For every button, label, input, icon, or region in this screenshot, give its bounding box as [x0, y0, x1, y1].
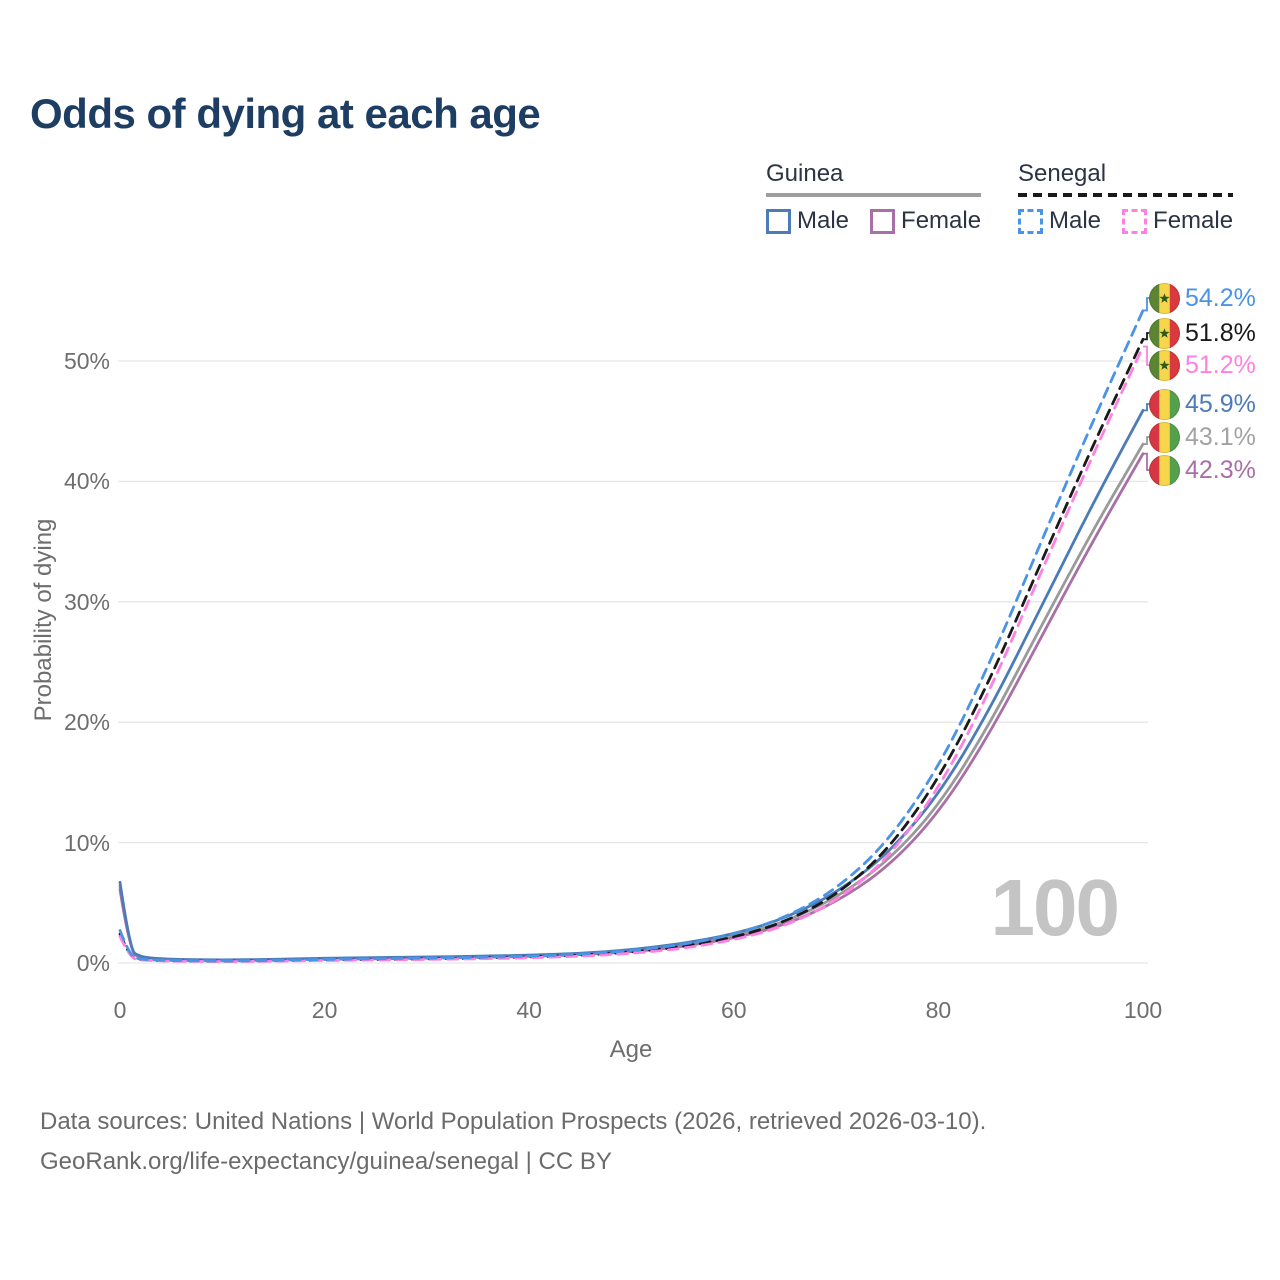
- page-title: Odds of dying at each age: [30, 90, 541, 137]
- legend-item-senegal-female[interactable]: Female: [1122, 207, 1233, 235]
- legend-label: Male: [1049, 207, 1102, 234]
- x-tick: 20: [311, 997, 338, 1023]
- y-tick: 50%: [63, 348, 110, 374]
- age-watermark: 100: [990, 863, 1120, 952]
- end-label-senegal-female: 51.2%: [1149, 350, 1256, 381]
- senegal-flag-icon: [1149, 350, 1180, 381]
- x-tick: 60: [721, 997, 747, 1023]
- end-label-connector: [1143, 452, 1151, 471]
- legend-item-guinea-male[interactable]: Male: [766, 207, 849, 235]
- guinea-flag-icon: [1149, 422, 1180, 453]
- x-tick: 40: [516, 997, 542, 1023]
- end-value: 54.2%: [1185, 284, 1256, 312]
- guinea-flag-icon: [1149, 455, 1180, 486]
- end-label-senegal-male: 54.2%: [1149, 283, 1256, 314]
- senegal-line-style-sample: [1018, 193, 1234, 197]
- senegal-flag-icon: [1149, 283, 1180, 314]
- end-label-connector: [1143, 345, 1151, 366]
- end-label-connector: [1143, 332, 1151, 341]
- end-label-connector: [1143, 297, 1151, 312]
- end-value: 51.2%: [1185, 351, 1256, 379]
- guinea-female-swatch-icon: [870, 208, 896, 234]
- end-label-connector: [1143, 436, 1151, 445]
- y-axis-title: Probability of dying: [30, 518, 57, 722]
- series-line-senegal-male[interactable]: [118, 309, 1145, 963]
- legend-country-guinea[interactable]: Guinea: [766, 160, 844, 187]
- x-tick: 80: [925, 997, 952, 1023]
- x-axis-title: Age: [609, 1036, 653, 1063]
- y-tick: 0%: [76, 950, 110, 976]
- footer-data-sources: Data sources: United Nations | World Pop…: [40, 1108, 987, 1135]
- senegal-female-swatch-icon: [1122, 208, 1148, 234]
- legend-item-senegal-male[interactable]: Male: [1018, 207, 1101, 235]
- guinea-line-style-sample: [766, 193, 982, 197]
- end-label-senegal-both: 51.8%: [1149, 318, 1256, 349]
- legend-group-guinea: Guinea Male Female: [766, 160, 982, 235]
- senegal-male-swatch-icon: [1018, 208, 1043, 234]
- end-label-guinea-male: 45.9%: [1149, 389, 1256, 420]
- footer-attribution: Data sources: United Nations | World Pop…: [40, 1102, 986, 1182]
- legend-item-guinea-female[interactable]: Female: [870, 207, 981, 235]
- guinea-flag-icon: [1149, 389, 1180, 420]
- footer-url-license[interactable]: GeoRank.org/life-expectancy/guinea/seneg…: [40, 1148, 612, 1175]
- y-tick: 30%: [63, 588, 110, 615]
- end-value: 45.9%: [1185, 390, 1256, 418]
- legend-group-senegal: Senegal Male Female: [1018, 160, 1234, 235]
- end-value: 51.8%: [1185, 319, 1256, 347]
- x-tick: 0: [113, 997, 127, 1023]
- y-tick: 20%: [63, 709, 110, 736]
- legend-label: Female: [1153, 207, 1234, 234]
- y-tick: 10%: [63, 829, 110, 856]
- end-value: 43.1%: [1185, 423, 1256, 451]
- legend-label: Male: [797, 207, 850, 234]
- end-label-guinea-both: 43.1%: [1149, 422, 1256, 453]
- senegal-flag-icon: [1149, 318, 1180, 349]
- end-label-guinea-female: 42.3%: [1149, 455, 1256, 486]
- legend-label: Female: [901, 207, 982, 234]
- end-label-connector: [1143, 403, 1151, 412]
- legend-country-senegal[interactable]: Senegal: [1018, 160, 1107, 187]
- end-value: 42.3%: [1185, 456, 1256, 484]
- y-tick: 40%: [63, 468, 110, 495]
- x-tick: 100: [1123, 997, 1163, 1023]
- guinea-male-swatch-icon: [766, 208, 791, 234]
